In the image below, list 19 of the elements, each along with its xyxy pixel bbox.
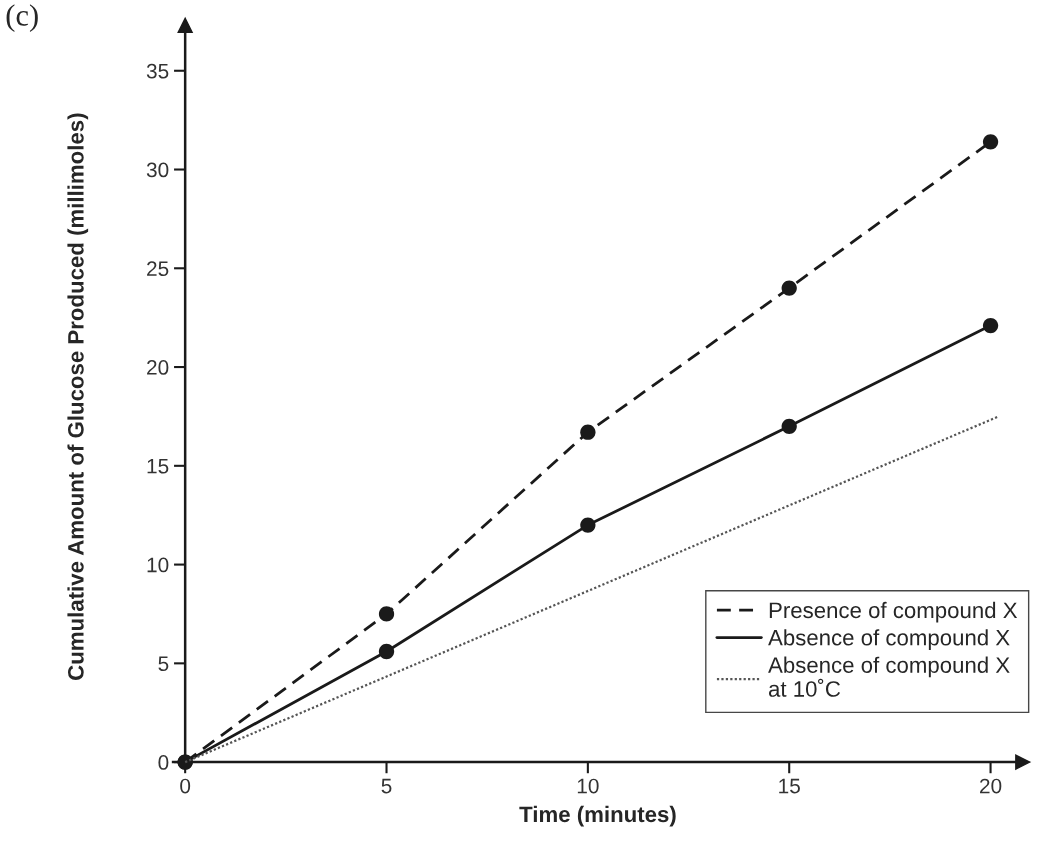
x-tick-label: 0 bbox=[180, 778, 191, 794]
x-tick-label: 10 bbox=[577, 778, 599, 794]
y-tick-label: 25 bbox=[147, 261, 169, 277]
y-tick-label: 5 bbox=[158, 656, 169, 672]
x-tick-label: 20 bbox=[980, 778, 1002, 794]
y-tick-label: 15 bbox=[147, 459, 169, 474]
y-tick-label: 30 bbox=[146, 162, 169, 178]
text: (c) bbox=[6, 4, 38, 32]
y-axis-title: Cumulative Amount of Glucose Produced (millimoles) bbox=[67, 113, 89, 680]
y-tick-label: 0 bbox=[158, 755, 169, 770]
x-axis-title: Time (minutes) bbox=[519, 805, 676, 827]
x-tick-label: 5 bbox=[381, 778, 392, 794]
x-tick-label: 15 bbox=[779, 778, 800, 794]
y-tick-label: 10 bbox=[147, 557, 169, 573]
y-tick-label: 35 bbox=[146, 63, 169, 79]
legend-label: Absence of compound X bbox=[768, 629, 1010, 650]
legend-label: Absence of compound X at 10˚C bbox=[768, 656, 1010, 697]
y-tick-label: 20 bbox=[147, 360, 169, 375]
legend-label: Presence of compound X bbox=[769, 601, 1018, 623]
